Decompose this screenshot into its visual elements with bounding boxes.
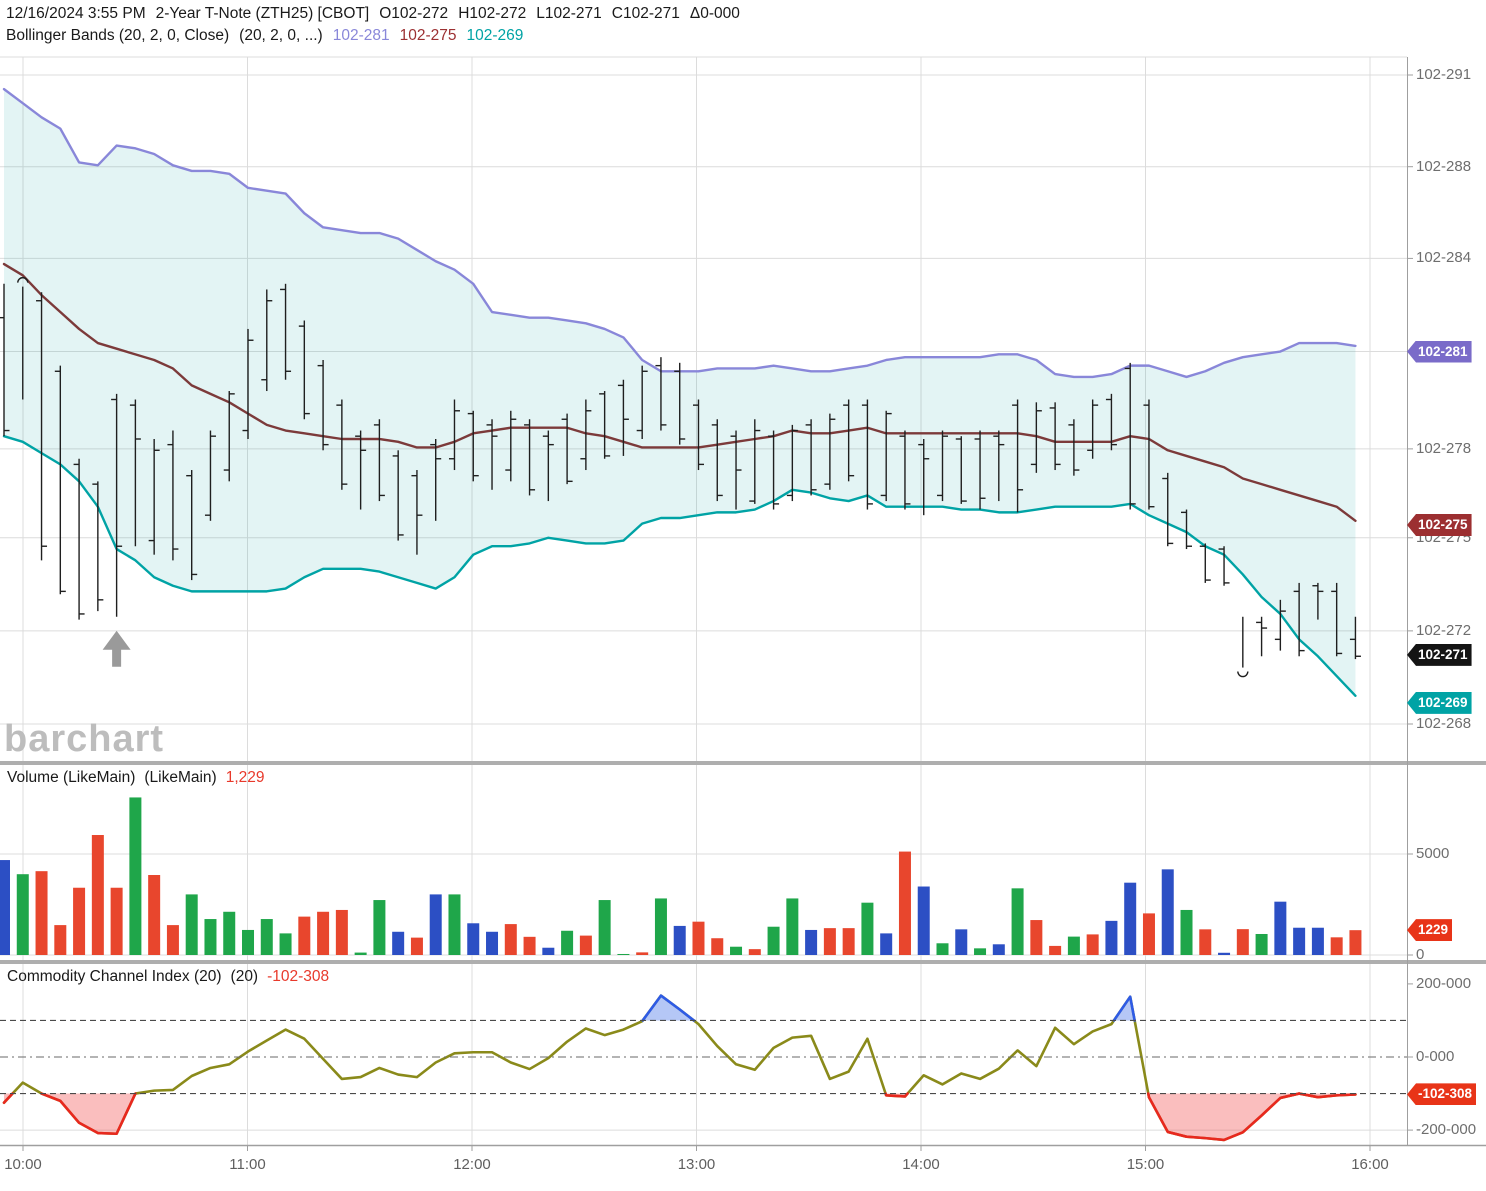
axis-badge-102-281: 102-281	[1407, 340, 1472, 363]
header-high: H102-272	[458, 5, 527, 22]
x-axis-label: 12:00	[453, 1156, 491, 1173]
cci-axis-label: -200-000	[1416, 1121, 1477, 1139]
x-axis-label: 14:00	[902, 1156, 940, 1173]
cci-pane-params: (20)	[230, 968, 259, 985]
volume-bars	[0, 797, 1362, 955]
bb-middle-value: 102-275	[399, 27, 457, 44]
x-axis-label: 11:00	[229, 1156, 266, 1173]
volume-pane-params: (LikeMain)	[144, 769, 217, 786]
volume-axis-label: 0	[1416, 946, 1425, 963]
barchart-watermark-logo: barchart	[4, 718, 165, 760]
price-axis-label: 102-288	[1416, 157, 1472, 175]
cci-pane-header: Commodity Channel Index (20) (20) -102-308	[7, 968, 338, 986]
bb-upper-value: 102-281	[332, 27, 390, 44]
header-change: Δ0-000	[689, 5, 740, 22]
price-axis-label: 102-268	[1416, 714, 1472, 732]
volume-axis-label: 5000	[1416, 845, 1450, 862]
volume-pane-value: 1,229	[225, 769, 265, 786]
x-axis-label: 13:00	[677, 1156, 716, 1173]
axis-badge-102-275: 102-275	[1407, 514, 1472, 537]
cci-pane-name: Commodity Channel Index (20)	[7, 968, 222, 985]
indicator-params: (20, 2, 0, ...)	[239, 27, 323, 44]
x-axis-label: 16:00	[1351, 1156, 1389, 1173]
header-open: O102-272	[379, 5, 449, 22]
ohlc-bars	[0, 277, 1361, 678]
price-axis-label: 102-278	[1416, 439, 1472, 457]
header-low: L102-271	[536, 5, 602, 22]
volume-pane-header: Volume (LikeMain) (LikeMain) 1,229	[7, 769, 274, 787]
cci-axis-label: 0-000	[1416, 1048, 1455, 1065]
axis-badge-1229: 1229	[1407, 919, 1453, 942]
x-axis-label: 10:00	[4, 1156, 42, 1173]
volume-pane-name: Volume (LikeMain)	[7, 769, 136, 786]
price-axis-label: 102-291	[1416, 66, 1472, 83]
header-datetime: 12/16/2024 3:55 PM	[6, 5, 146, 22]
bb-lower-value: 102-269	[466, 27, 524, 44]
chart-header-line1: 12/16/2024 3:55 PM 2-Year T-Note (ZTH25) …	[6, 5, 750, 23]
axis-badge-102-269: 102-269	[1407, 691, 1472, 714]
chart-header-line2: Bollinger Bands (20, 2, 0, Close) (20, 2,…	[6, 27, 533, 45]
x-axis-label: 15:00	[1126, 1156, 1165, 1173]
up-arrow-annotation	[102, 630, 131, 667]
indicator-name: Bollinger Bands (20, 2, 0, Close)	[6, 27, 230, 44]
price-axis-label: 102-284	[1416, 249, 1472, 267]
axis-badge--102-308: -102-308	[1407, 1083, 1477, 1106]
axis-badge-102-271: 102-271	[1407, 643, 1472, 666]
cci-pane-value: -102-308	[267, 968, 330, 985]
cci-axis-label: 200-000	[1416, 974, 1472, 992]
header-close: C102-271	[611, 5, 680, 22]
header-symbol: 2-Year T-Note (ZTH25) [CBOT]	[155, 5, 370, 22]
price-axis-label: 102-272	[1416, 621, 1472, 639]
